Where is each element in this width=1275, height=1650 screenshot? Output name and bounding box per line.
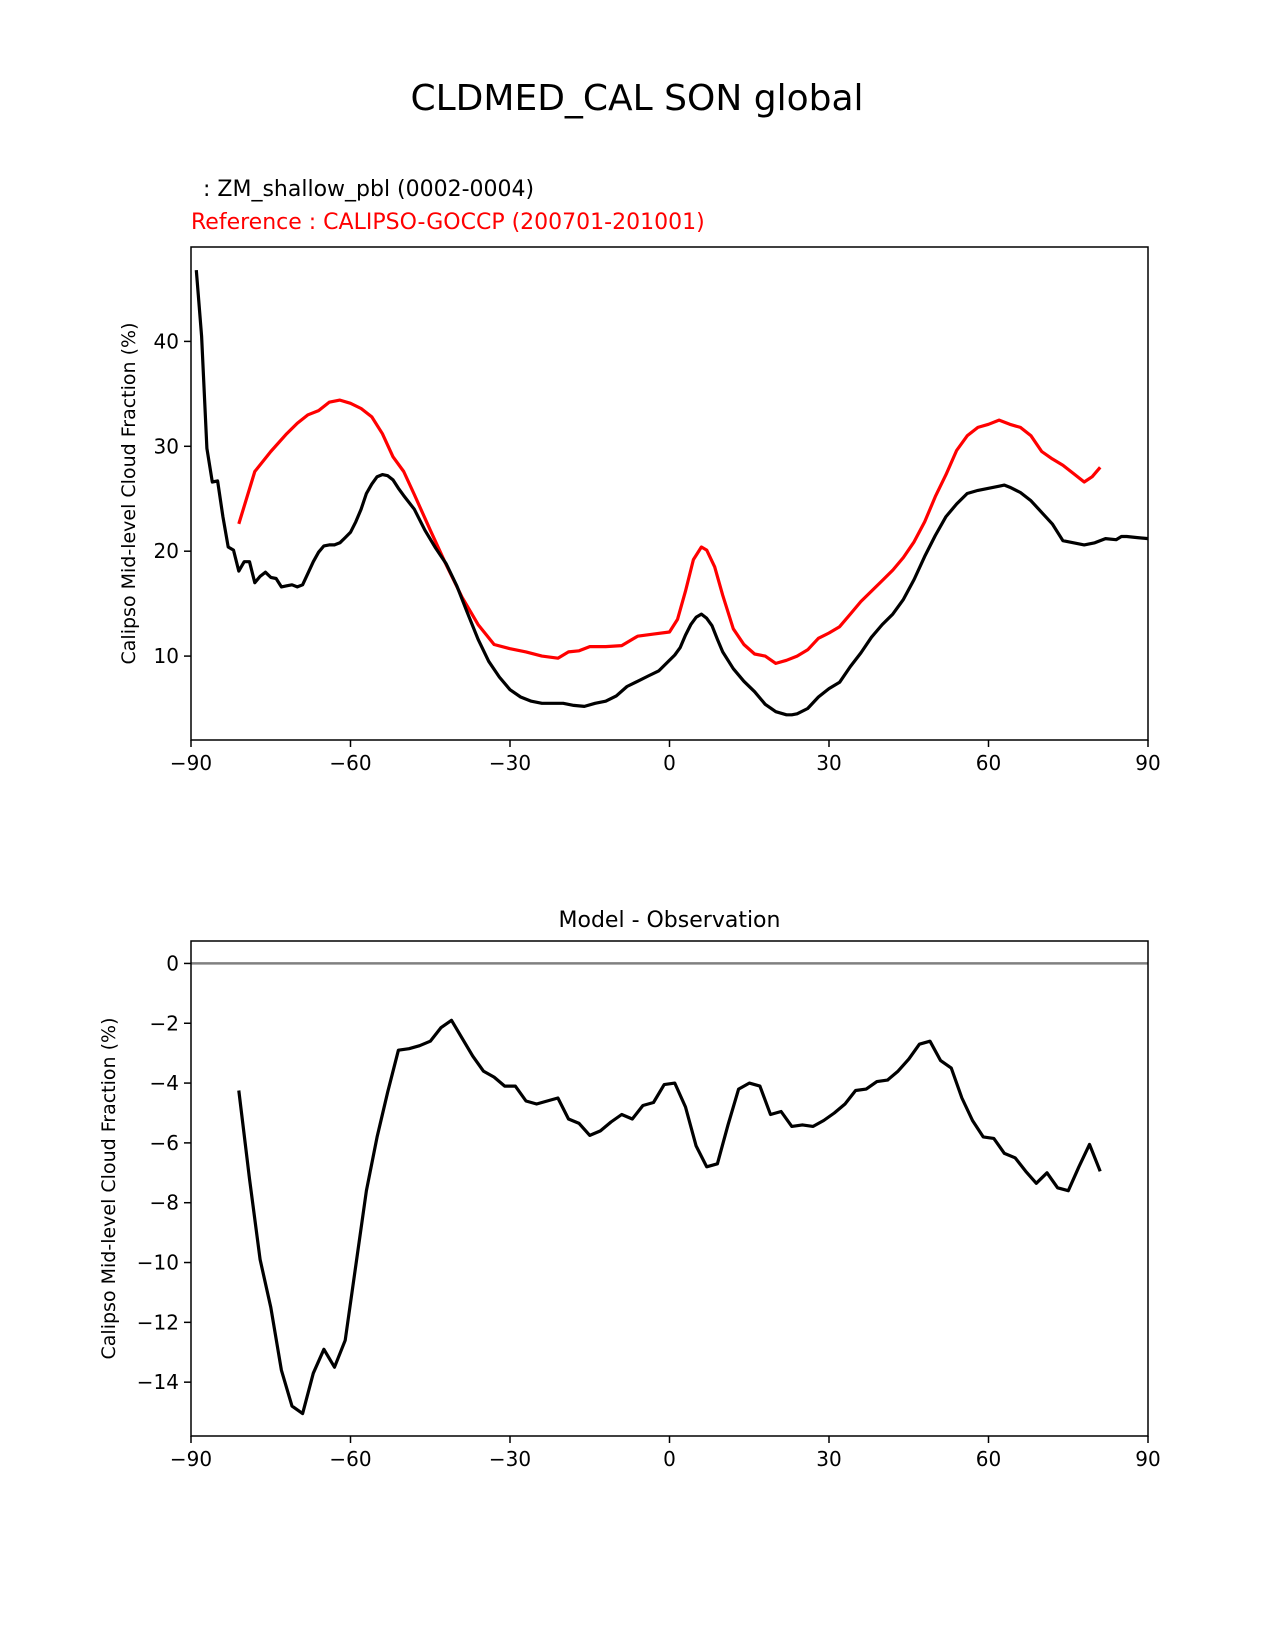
bottom-panel-title: Model - Observation [559,908,781,933]
bottom-y-tick-label: −10 [137,1251,179,1275]
bottom-series-lines [237,1018,1102,1416]
top-x-tick-label: 0 [663,751,676,775]
top-y-tick-label: 30 [154,434,179,458]
bottom-y-tick-label: −2 [150,1011,179,1035]
top-y-tick-label: 40 [154,329,179,353]
bottom-x-tick-label: −60 [329,1447,371,1471]
bottom-axis-ticks: −90 −60 −30 0 30 60 90 0 −2 −4 −6 −8 −10 −12 −14 [137,951,1161,1471]
bottom-x-tick-label: −30 [489,1447,531,1471]
bottom-x-tick-label: 90 [1135,1447,1160,1471]
top-x-tick-label: 90 [1135,751,1160,775]
bottom-y-tick-label: −8 [150,1191,179,1215]
top-x-tick-label: −30 [489,751,531,775]
top-y-axis-label: Calipso Mid-level Cloud Fraction (%) [118,323,140,665]
top-series-line-2 [194,269,1149,717]
bottom-series-line-1 [237,1018,1102,1416]
top-series-line-1 [237,398,1102,666]
bottom-x-tick-label: 0 [663,1447,676,1471]
test-subtitle: : ZM_shallow_pbl (0002-0004) [196,177,534,202]
bottom-x-tick-label: 30 [816,1447,841,1471]
bottom-x-tick-label: 60 [976,1447,1001,1471]
top-plot-panel: −90 −60 −30 0 30 60 90 10 20 30 40 Calipso Mid-lev… [118,246,1161,775]
top-x-tick-label: 60 [976,751,1001,775]
bottom-y-tick-label: 0 [166,951,179,975]
bottom-y-tick-label: −12 [137,1310,179,1334]
reference-subtitle: Reference : CALIPSO-GOCCP (200701-201001… [191,210,705,235]
top-x-tick-label: 30 [816,751,841,775]
bottom-plot-frame [190,940,1149,1437]
top-series-lines [194,269,1149,717]
bottom-y-axis-label: Calipso Mid-level Cloud Fraction (%) [98,1018,120,1360]
bottom-y-tick-label: −4 [150,1071,179,1095]
figure-title: CLDMED_CAL SON global [410,78,863,119]
top-y-tick-label: 10 [154,644,179,668]
top-plot-frame [190,246,1149,741]
top-y-tick-label: 20 [154,539,179,563]
top-axis-ticks: −90 −60 −30 0 30 60 90 10 20 30 40 [154,329,1161,775]
bottom-plot-panel: Model - Observation −90 −60 −30 0 30 60 900−2−… [98,908,1161,1471]
bottom-y-tick-label: −14 [137,1370,179,1394]
bottom-y-tick-label: −6 [150,1131,179,1155]
top-x-tick-label: −90 [170,751,212,775]
top-x-tick-label: −60 [329,751,371,775]
bottom-x-tick-label: −90 [170,1447,212,1471]
